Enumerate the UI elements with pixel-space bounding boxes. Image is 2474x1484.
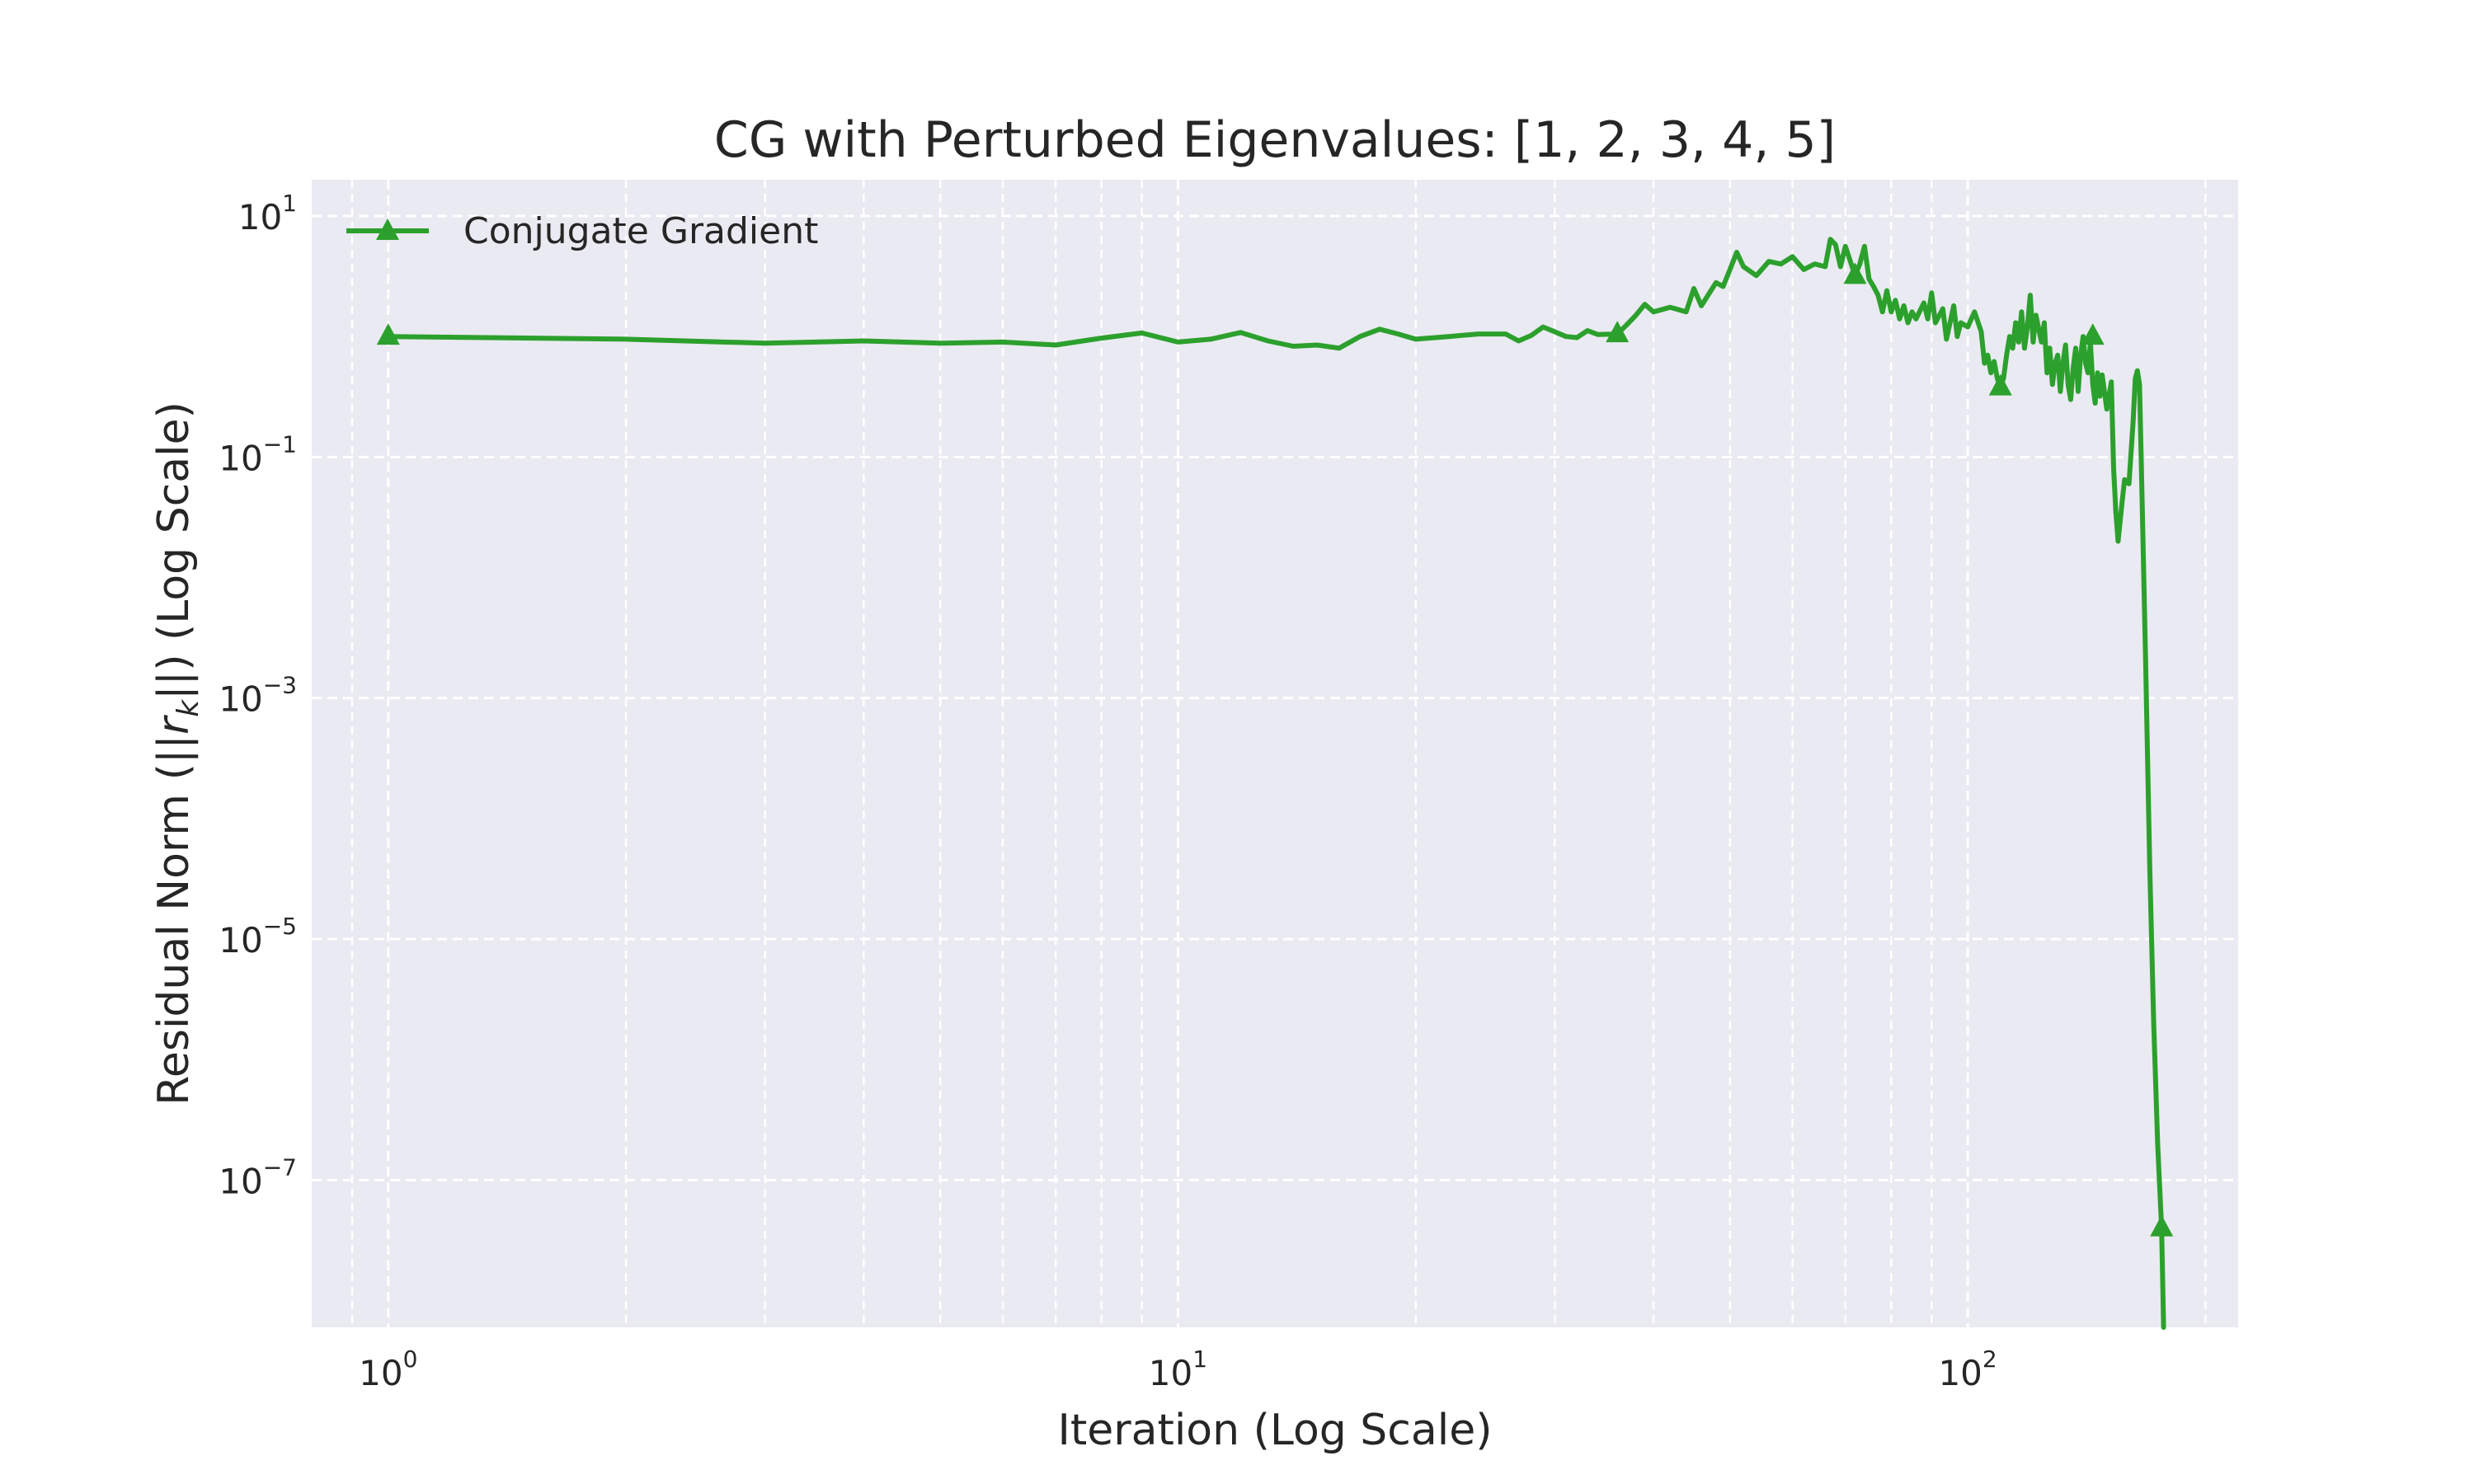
y-axis-label: Residual Norm (||rk||) (Log Scale) [149, 402, 205, 1106]
y-tick-label: 10−3 [219, 672, 297, 720]
series-line-conjugate-gradient [385, 237, 2166, 1330]
legend-marker-triangle [376, 218, 399, 240]
x-tick-label: 102 [1938, 1345, 1997, 1393]
x-tick-label: 100 [359, 1345, 417, 1393]
y-axis-label-r: r [149, 714, 199, 735]
series-marker-triangle [1988, 373, 2012, 396]
y-tick-label: 10−7 [219, 1153, 297, 1201]
series-marker-triangle [2081, 323, 2105, 345]
y-tick-label: 10−5 [219, 913, 297, 960]
plot-background [312, 180, 2238, 1327]
legend: Conjugate Gradient [346, 210, 818, 252]
y-axis-label-k: k [172, 698, 205, 717]
series-marker-triangle [376, 323, 400, 345]
x-axis-label: Iteration (Log Scale) [1058, 1406, 1493, 1455]
legend-label: Conjugate Gradient [463, 210, 818, 252]
minor-gridlines [350, 180, 2207, 1327]
x-tick-labels: 100 101 102 [359, 1345, 1997, 1393]
x-tick-label: 101 [1149, 1345, 1207, 1393]
series-marker-triangle [1843, 262, 1867, 284]
y-axis-label-post: ||) (Log Scale) [149, 402, 199, 700]
series-marker-triangle [2150, 1214, 2174, 1237]
series-layer [376, 237, 2174, 1330]
y-tick-label: 10−1 [219, 430, 297, 478]
y-tick-label: 101 [238, 190, 297, 237]
y-tick-labels: 101 10−1 10−3 10−5 10−7 [219, 190, 297, 1201]
chart-title: CG with Perturbed Eigenvalues: [1, 2, 3,… [714, 111, 1836, 169]
y-axis-label-pre: Residual Norm (|| [149, 735, 199, 1106]
series-marker-triangle [1606, 321, 1630, 343]
major-gridlines [312, 180, 2238, 1327]
